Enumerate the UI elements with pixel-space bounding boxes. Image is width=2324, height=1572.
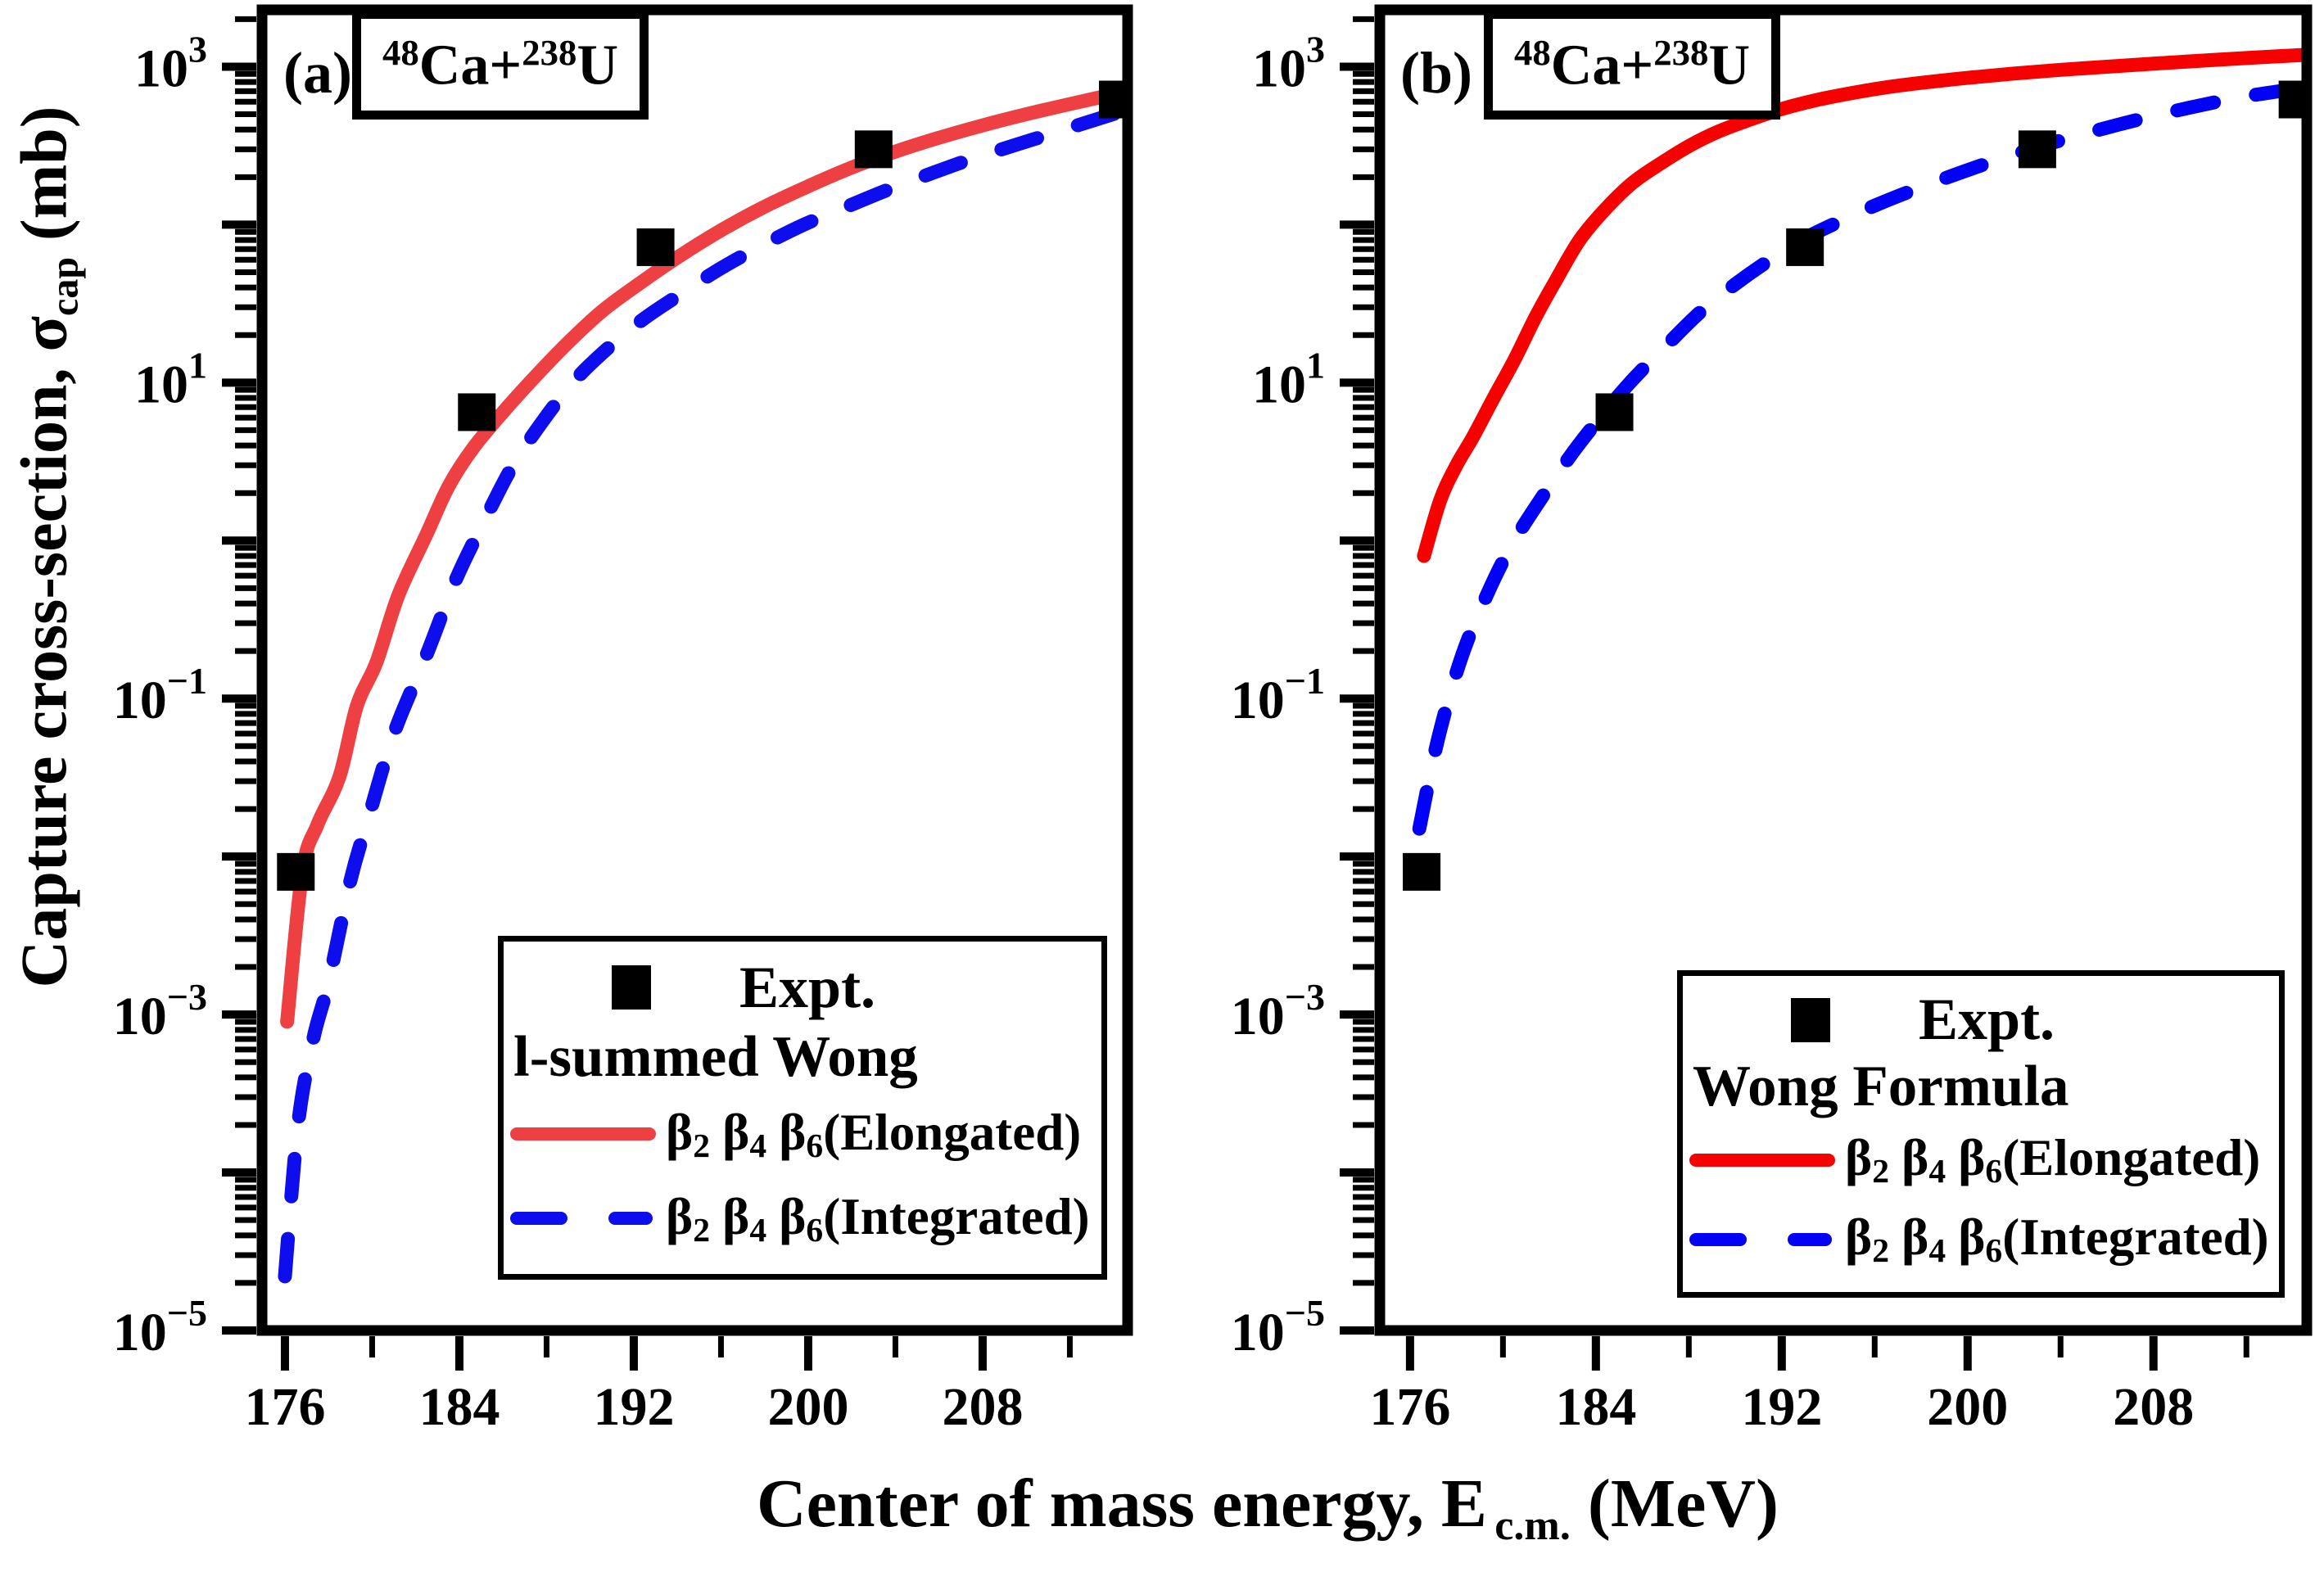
- y-tick-label: 10−5: [1231, 1292, 1325, 1362]
- panel-(a)-axes: 176 184 192 200 208 103 101 10−1 10−3 10−5: [113, 4, 1133, 1437]
- y-tick-label: 103: [1252, 28, 1325, 98]
- legend-model-label: Wong Formula: [1693, 1055, 2069, 1118]
- integrated-curve: [1412, 80, 2307, 836]
- legend-a-box: Expt. l-summed Wong β2 β4 β6(Elongated) β2…: [498, 936, 1107, 1280]
- panel-a-title-box: 48Ca+238U: [352, 10, 649, 120]
- sigma-symbol: σ: [8, 315, 81, 352]
- x-tick-label: 184: [418, 1377, 500, 1437]
- x-tick-label: 208: [2113, 1377, 2194, 1437]
- legend-entry-elongated: β2 β4 β6(Elongated): [1689, 1120, 2272, 1199]
- panel-frame: [1374, 4, 2313, 1336]
- panel-frame: [256, 4, 1133, 1336]
- legend-entry-label: β2 β4 β6(Elongated): [666, 1103, 1082, 1164]
- expt-point: [1403, 852, 1441, 891]
- y-tick-label: 10−5: [113, 1292, 207, 1362]
- legend-entry-integrated: β2 β4 β6(Integrated): [510, 1176, 1095, 1261]
- y-axis-subscript: cap: [43, 256, 87, 316]
- panel-(a)-data-layer: [277, 80, 1128, 1284]
- integrated-curve: [278, 102, 1128, 1284]
- legend-expt-label: Expt.: [1919, 987, 2055, 1052]
- legend-entry-label: β2 β4 β6(Integrated): [1845, 1208, 2269, 1270]
- y-axis-label: Capture cross-section, σcap (mb): [8, 106, 87, 988]
- panel-b-title-box: 48Ca+238U: [1484, 10, 1780, 120]
- y-tick-label: 103: [134, 28, 207, 98]
- x-tick-label: 184: [1555, 1377, 1636, 1437]
- dashed-line-swatch: [1689, 1232, 1835, 1246]
- x-axis-subscript: c.m.: [1494, 1502, 1571, 1549]
- y-tick-label: 101: [134, 344, 207, 414]
- y-tick-label: 10−1: [1231, 660, 1325, 730]
- legend-entry-label: β2 β4 β6(Elongated): [1845, 1129, 2261, 1190]
- x-tick-label: 192: [593, 1377, 674, 1437]
- y-tick-label: 10−3: [1231, 976, 1325, 1046]
- expt-square-marker: [612, 965, 651, 1010]
- mass-superscript: 238: [522, 31, 577, 73]
- solid-line-swatch: [510, 1127, 656, 1141]
- mass-superscript: 238: [1653, 31, 1709, 73]
- panel-(b)-axes: 176 184 192 200 208 103 101 10−1 10−3 10−5: [1231, 4, 2313, 1437]
- expt-point: [636, 228, 675, 266]
- panel-(b)-data-layer: [1403, 47, 2307, 891]
- expt-point: [277, 852, 315, 891]
- y-tick-label: 10−3: [113, 976, 207, 1046]
- x-tick-label: 208: [942, 1377, 1023, 1437]
- y-tick-label: 101: [1252, 344, 1325, 414]
- legend-entry-integrated: β2 β4 β6(Integrated): [1689, 1199, 2272, 1279]
- legend-entry-label: β2 β4 β6(Integrated): [666, 1188, 1090, 1249]
- elongated-curve: [280, 84, 1128, 1029]
- legend-expt-row: Expt.: [1689, 986, 2272, 1054]
- x-tick-label: 200: [767, 1377, 848, 1437]
- reaction-title: 48Ca+238U: [1513, 31, 1750, 97]
- expt-point: [458, 393, 496, 431]
- expt-square-marker: [1791, 997, 1830, 1042]
- expt-point: [854, 130, 893, 169]
- x-tick-label: 176: [1369, 1377, 1450, 1437]
- x-tick-label: 200: [1927, 1377, 2008, 1437]
- mass-superscript: 48: [1513, 31, 1551, 73]
- x-tick-label: 176: [244, 1377, 325, 1437]
- legend-b-box: Expt. Wong Formula β2 β4 β6(Elongated) β2 β…: [1677, 970, 2285, 1298]
- panel-a-tag: (a): [283, 40, 352, 106]
- legend-model-label: l-summed Wong: [513, 1025, 918, 1090]
- y-tick-label: 10−1: [113, 660, 207, 730]
- expt-point: [1595, 393, 1634, 431]
- expt-point: [2018, 130, 2056, 169]
- legend-expt-label: Expt.: [739, 954, 876, 1020]
- elongated-curve: [1417, 47, 2307, 563]
- expt-point: [1786, 228, 1824, 266]
- solid-line-swatch: [1689, 1153, 1835, 1167]
- dashed-line-swatch: [510, 1212, 656, 1226]
- legend-entry-elongated: β2 β4 β6(Elongated): [510, 1091, 1095, 1177]
- legend-expt-row: Expt.: [510, 951, 1095, 1023]
- x-tick-label: 192: [1741, 1377, 1822, 1437]
- reaction-title: 48Ca+238U: [382, 31, 618, 97]
- panel-b-tag: (b): [1400, 40, 1472, 106]
- mass-superscript: 48: [382, 31, 419, 73]
